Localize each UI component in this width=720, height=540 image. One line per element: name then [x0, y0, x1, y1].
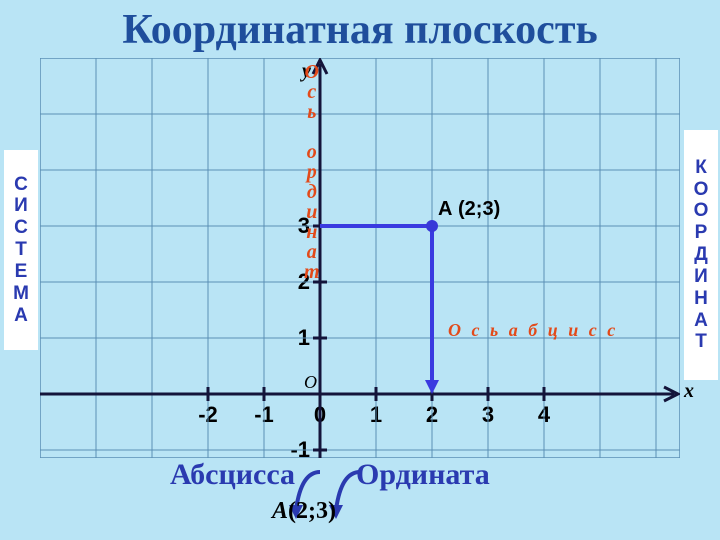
abscissa-word: Абсцисса — [170, 458, 295, 492]
point-a-marker — [426, 220, 438, 232]
left-vertical-label-system: СИСТЕМА — [4, 150, 38, 350]
plot-svg — [40, 58, 680, 458]
ordinate-axis-label: Ось ординат — [304, 62, 320, 282]
slide-title: Координатная плоскость — [122, 6, 597, 54]
coordinate-plane — [40, 58, 680, 458]
ordinate-word: Ордината — [356, 458, 490, 492]
point-a-letter: A — [272, 498, 288, 524]
abscissa-axis-label: О с ь а б ц и с с — [448, 320, 618, 341]
x-axis-name: x — [684, 380, 694, 403]
point-a-bottom-coord: A(2;3) — [272, 498, 336, 525]
point-a-coords: (2;3) — [288, 498, 336, 524]
right-vertical-label-coordinates: КООРДИНАТ — [684, 130, 718, 380]
point-a-label: А (2;3) — [438, 198, 500, 221]
